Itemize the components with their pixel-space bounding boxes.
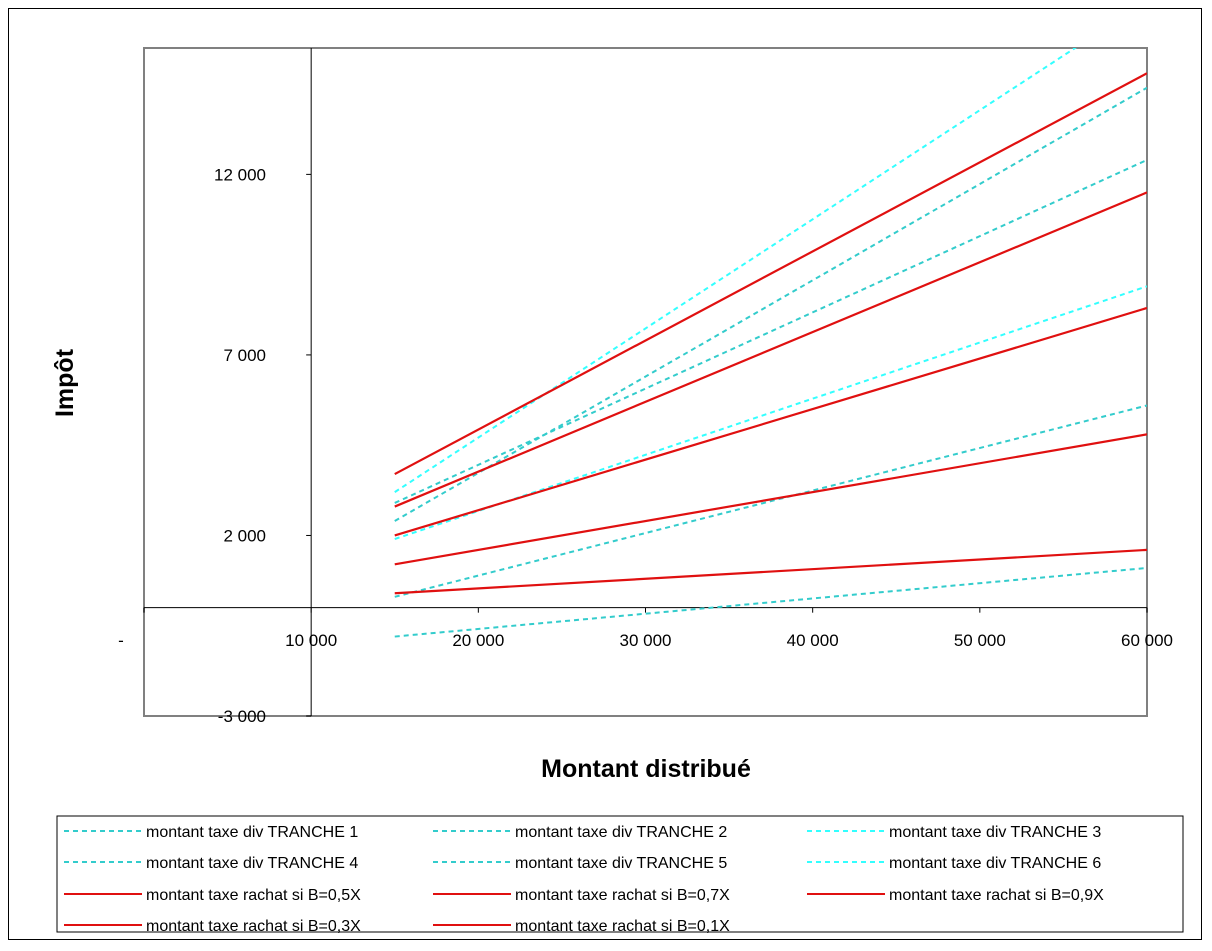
x-tick-label: - bbox=[118, 631, 124, 650]
legend-label: montant taxe div TRANCHE 2 bbox=[515, 824, 727, 841]
y-tick-label: 2 000 bbox=[223, 526, 266, 545]
legend-label: montant taxe rachat si B=0,3X bbox=[146, 918, 361, 935]
x-tick-label: 60 000 bbox=[1121, 631, 1173, 650]
series-line-11 bbox=[394, 548, 1147, 595]
legend-label: montant taxe div TRANCHE 4 bbox=[146, 855, 358, 872]
x-tick-label: 40 000 bbox=[787, 631, 839, 650]
x-tick-label: 30 000 bbox=[620, 631, 672, 650]
x-tick-label: 10 000 bbox=[285, 631, 337, 650]
series-line-7 bbox=[394, 72, 1147, 476]
y-axis-title: Impôt bbox=[51, 348, 79, 417]
legend-label: montant taxe div TRANCHE 1 bbox=[146, 824, 358, 841]
series-line-5 bbox=[394, 86, 1147, 522]
x-tick-label: 20 000 bbox=[452, 631, 504, 650]
series-line-6 bbox=[394, 48, 1077, 493]
plot-area bbox=[143, 47, 1148, 717]
series-line-9 bbox=[394, 306, 1147, 537]
series-line-3 bbox=[394, 285, 1147, 541]
legend-label: montant taxe rachat si B=0,9X bbox=[889, 887, 1104, 904]
y-tick-label: 12 000 bbox=[214, 165, 266, 184]
series-line-10 bbox=[394, 433, 1147, 566]
series-line-8 bbox=[394, 191, 1147, 508]
x-axis-title: Montant distribué bbox=[541, 755, 751, 783]
series-line-2 bbox=[394, 404, 1147, 598]
y-tick-label: -3 000 bbox=[218, 707, 266, 726]
legend-label: montant taxe rachat si B=0,1X bbox=[515, 918, 730, 935]
x-tick-label: 50 000 bbox=[954, 631, 1006, 650]
legend-label: montant taxe div TRANCHE 5 bbox=[515, 855, 727, 872]
y-tick-label: 7 000 bbox=[223, 346, 266, 365]
legend-label: montant taxe div TRANCHE 6 bbox=[889, 855, 1101, 872]
legend-label: montant taxe rachat si B=0,5X bbox=[146, 887, 361, 904]
legend bbox=[56, 815, 1184, 933]
legend-label: montant taxe rachat si B=0,7X bbox=[515, 887, 730, 904]
legend-label: montant taxe div TRANCHE 3 bbox=[889, 824, 1101, 841]
series-line-4 bbox=[394, 159, 1147, 504]
